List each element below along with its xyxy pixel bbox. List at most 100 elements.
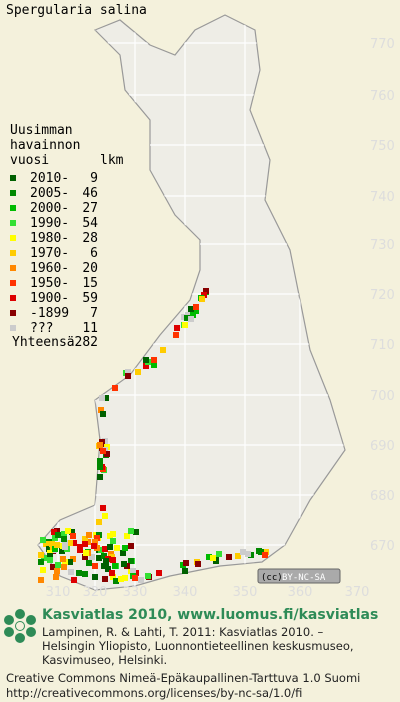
grid-label: 690 (370, 439, 395, 454)
legend-label: 1950- (30, 276, 69, 291)
record-square (65, 528, 71, 534)
record-square (188, 306, 194, 312)
legend-heading: havainnon (10, 138, 80, 153)
record-square (113, 578, 119, 584)
record-square (128, 528, 134, 534)
record-square (118, 576, 124, 582)
legend-label: 1960- (30, 261, 69, 276)
record-square (103, 558, 109, 564)
record-square (47, 557, 53, 563)
legend-swatch (10, 295, 16, 301)
record-square (184, 315, 190, 321)
record-square (156, 570, 162, 576)
record-square (102, 546, 108, 552)
record-square (71, 540, 77, 546)
grid-label: 770 (370, 37, 395, 52)
grid-label: 350 (233, 585, 258, 600)
record-square (76, 570, 82, 576)
record-square (102, 513, 108, 519)
legend-heading: Uusimman (10, 123, 73, 138)
record-square (55, 532, 61, 538)
record-square (54, 568, 60, 574)
record-square (203, 288, 209, 294)
record-square (82, 554, 88, 560)
record-square (258, 549, 264, 555)
record-square (112, 563, 118, 569)
record-square (82, 541, 88, 547)
record-square (91, 543, 97, 549)
record-square (109, 570, 115, 576)
record-square (235, 553, 241, 559)
record-square (62, 544, 68, 550)
record-square (130, 568, 136, 574)
grid-label: 310 (46, 585, 71, 600)
record-square (82, 571, 88, 577)
legend-total: 282 (75, 335, 98, 350)
legend-swatch (10, 190, 16, 196)
record-square (97, 474, 103, 480)
record-square (104, 451, 110, 457)
record-square (61, 564, 67, 570)
record-square (69, 529, 75, 535)
record-square (53, 574, 59, 580)
record-square (182, 322, 188, 328)
record-square (188, 316, 194, 322)
footer-heading: Kasviatlas 2010, www.luomus.fi/kasviatla… (42, 607, 378, 623)
record-square (145, 573, 151, 579)
legend-count: 54 (82, 216, 98, 231)
license-line: http://creativecommons.org/licenses/by-n… (6, 686, 302, 700)
record-square (50, 564, 56, 570)
record-square (216, 551, 222, 557)
records (38, 288, 269, 584)
record-square (240, 549, 246, 555)
legend-label: ??? (30, 321, 53, 336)
legend-label: 1900- (30, 291, 69, 306)
legend-swatch (10, 175, 16, 181)
citation-line: Lampinen, R. & Lahti, T. 2011: Kasviatla… (42, 625, 324, 639)
record-square (100, 448, 106, 454)
record-square (40, 537, 46, 543)
license-line: Creative Commons Nimeä-Epäkaupallinen-Ta… (6, 671, 360, 685)
record-square (51, 529, 57, 535)
legend-label: 2005- (30, 186, 69, 201)
record-square (59, 548, 65, 554)
record-square (100, 505, 106, 511)
legend-label: -1899 (30, 306, 69, 321)
record-square (82, 536, 88, 542)
record-square (99, 395, 105, 401)
record-square (151, 362, 157, 368)
record-square (98, 547, 104, 553)
record-square (193, 304, 199, 310)
record-square (86, 532, 92, 538)
record-square (101, 553, 107, 559)
grid-label: 750 (370, 139, 395, 154)
legend-swatch (10, 325, 16, 331)
legend-count: 11 (82, 321, 98, 336)
record-square (110, 531, 116, 537)
record-square (173, 332, 179, 338)
record-square (135, 369, 141, 375)
legend-count: 27 (82, 201, 98, 216)
record-square (120, 550, 126, 556)
citation-line: Kasvimuseo, Helsinki. (42, 653, 167, 667)
record-square (61, 536, 67, 542)
record-square (160, 347, 166, 353)
record-square (70, 533, 76, 539)
record-square (92, 574, 98, 580)
record-square (151, 357, 157, 363)
record-square (67, 540, 73, 546)
legend-column: lkm (100, 153, 124, 168)
record-square (96, 555, 102, 561)
record-square (107, 544, 113, 550)
badge-text: BY-NC-SA (282, 573, 326, 583)
record-square (89, 554, 95, 560)
legend-swatch (10, 265, 16, 271)
record-square (92, 563, 98, 569)
grid-label: 760 (370, 89, 395, 104)
legend-swatch (10, 310, 16, 316)
record-square (98, 407, 104, 413)
grid-label: 330 (123, 585, 148, 600)
